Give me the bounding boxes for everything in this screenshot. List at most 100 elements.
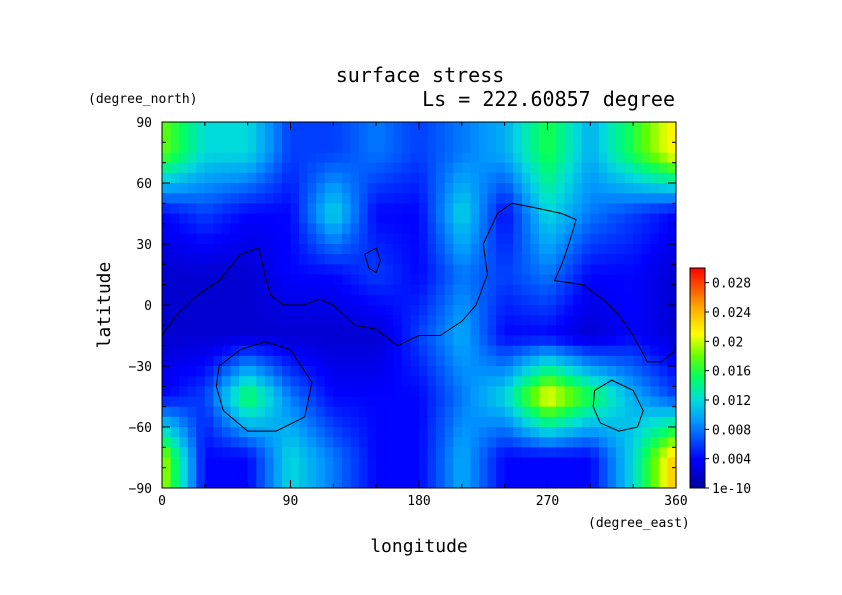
field-cell: [461, 213, 471, 225]
field-cell: [367, 142, 377, 154]
field-cell: [162, 335, 172, 347]
field-cell: [453, 172, 463, 184]
field-cell: [221, 467, 232, 479]
field-cell: [367, 254, 377, 265]
field-cell: [264, 386, 274, 398]
field-cell: [393, 172, 403, 184]
field-cell: [487, 132, 497, 143]
field-cell: [436, 376, 446, 387]
field-cell: [513, 162, 523, 174]
field-cell: [624, 416, 634, 428]
field-cell: [187, 376, 197, 387]
field-cell: [470, 386, 480, 398]
field-cell: [419, 203, 429, 215]
field-cell: [581, 193, 591, 204]
field-cell: [273, 355, 283, 367]
field-cell: [324, 274, 334, 286]
field-cell: [350, 315, 360, 326]
field-cell: [324, 284, 334, 296]
field-cell: [487, 376, 497, 387]
field-cell: [607, 203, 617, 215]
field-cell: [513, 305, 523, 316]
field-cell: [556, 233, 566, 245]
field-cell: [478, 274, 489, 286]
field-cell: [410, 325, 420, 337]
field-cell: [324, 183, 334, 194]
field-cell: [367, 437, 377, 448]
field-cell: [496, 366, 506, 377]
field-cell: [478, 223, 489, 235]
field-cell: [393, 386, 403, 398]
topography-contours: [162, 202, 676, 432]
field-cell: [496, 284, 506, 296]
field-cell: [598, 325, 609, 337]
field-cell: [547, 355, 557, 367]
field-cell: [333, 223, 343, 235]
field-cell: [590, 315, 600, 326]
field-cell: [573, 152, 583, 164]
field-cell: [401, 447, 412, 459]
field-cell: [376, 355, 386, 367]
field-cell: [376, 376, 386, 387]
field-cell: [264, 244, 274, 255]
field-cell: [504, 396, 514, 408]
field-cell: [573, 305, 583, 316]
field-cell: [461, 437, 471, 448]
field-cell: [487, 396, 497, 408]
field-cell: [633, 396, 643, 408]
field-cell: [376, 416, 386, 428]
field-cell: [273, 223, 283, 235]
field-cell: [324, 193, 334, 204]
field-cell: [470, 396, 480, 408]
field-cell: [324, 376, 334, 387]
field-cell: [256, 152, 266, 164]
field-cell: [204, 427, 214, 438]
field-cell: [221, 183, 232, 194]
field-cell: [624, 193, 634, 204]
field-cell: [641, 376, 651, 387]
field-cell: [487, 355, 497, 367]
field-cell: [496, 325, 506, 337]
field-cell: [239, 172, 249, 184]
field-cell: [281, 223, 292, 235]
field-cell: [187, 477, 197, 488]
field-cell: [213, 325, 223, 337]
field-cell: [521, 477, 531, 488]
field-cell: [179, 477, 189, 488]
field-cell: [213, 335, 223, 347]
field-cell: [530, 223, 540, 235]
field-cell: [470, 447, 480, 459]
field-cell: [641, 366, 651, 377]
field-cell: [538, 264, 549, 276]
field-cell: [273, 467, 283, 479]
field-cell: [401, 244, 412, 255]
field-cell: [179, 335, 189, 347]
field-cell: [239, 467, 249, 479]
field-cell: [221, 172, 232, 184]
field-cell: [461, 366, 471, 377]
field-cell: [162, 437, 172, 448]
field-cell: [179, 172, 189, 184]
field-cell: [299, 152, 309, 164]
field-cell: [461, 244, 471, 255]
field-cell: [299, 122, 309, 133]
field-cell: [299, 345, 309, 357]
field-cell: [170, 284, 180, 296]
field-cell: [538, 183, 549, 194]
field-cell: [162, 345, 172, 357]
field-cell: [470, 437, 480, 448]
field-cell: [658, 223, 669, 235]
field-cell: [410, 122, 420, 133]
field-cell: [461, 203, 471, 215]
field-cell: [641, 274, 651, 286]
field-cell: [564, 172, 574, 184]
field-cell: [530, 172, 540, 184]
field-cell: [401, 396, 412, 408]
field-cell: [419, 386, 429, 398]
field-cell: [478, 254, 489, 265]
field-cell: [162, 254, 172, 265]
field-cell: [316, 355, 326, 367]
field-cell: [316, 162, 326, 174]
field-cell: [204, 345, 214, 357]
field-cell: [427, 447, 437, 459]
